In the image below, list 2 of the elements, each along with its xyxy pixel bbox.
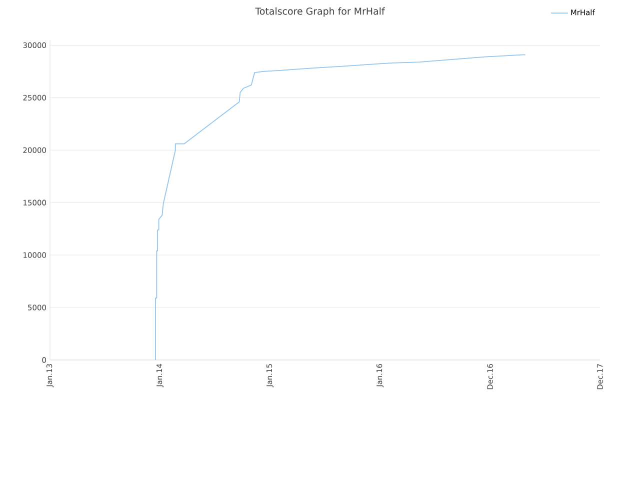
line-series (155, 54, 526, 360)
chart-title: Totalscore Graph for MrHalf (255, 7, 385, 17)
